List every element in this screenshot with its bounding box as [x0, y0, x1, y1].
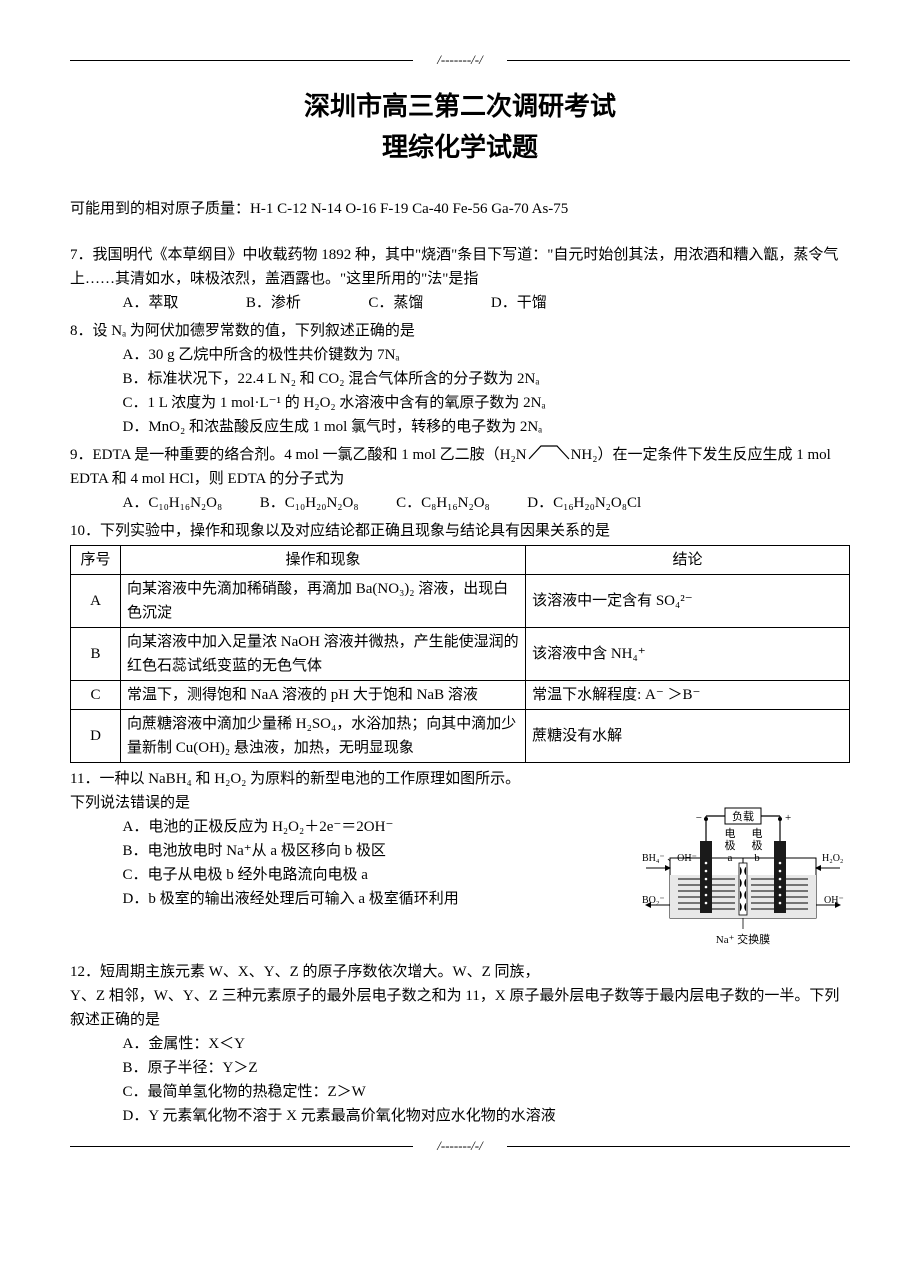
q10-A-sn: A: [71, 574, 121, 627]
question-7: 7．我国明代《本草纲目》中收载药物 1892 种，其中"烧酒"条目下写道："自元…: [70, 243, 850, 315]
q8-opt-D: D．MnO₂ 和浓盐酸反应生成 1 mol 氯气时，转移的电子数为 2Nₐ: [70, 415, 850, 439]
q12-opt-B: B．原子半径：Y＞Z: [70, 1056, 850, 1080]
q12-opt-A: A．金属性：X＜Y: [70, 1032, 850, 1056]
svg-text:−: −: [696, 812, 702, 824]
q10-table: 序号 操作和现象 结论 A 向某溶液中先滴加稀硝酸，再滴加 Ba(NO₃)₂ 溶…: [70, 545, 850, 763]
question-9: 9．EDTA 是一种重要的络合剂。4 mol 一氯乙酸和 1 mol 乙二胺（H…: [70, 443, 850, 515]
q11-opt-C: C．电子从电极 b 经外电路流向电极 a: [70, 863, 634, 887]
q11-opt-B: B．电池放电时 Na⁺从 a 极区移向 b 极区: [70, 839, 634, 863]
q12-stem: 12．短周期主族元素 W、X、Y、Z 的原子序数依次增大。W、Z 同族，: [70, 960, 850, 984]
fig-bh4: BH₄⁻ 、OH⁻: [642, 853, 697, 864]
q9-diamine-l: H₂N: [500, 447, 527, 463]
q7-opt-B: B．渗析: [246, 291, 301, 315]
q10-B-sn: B: [71, 627, 121, 680]
q9-opt-D: D．C₁₆H₂₀N₂O₈Cl: [527, 491, 641, 515]
q9-opt-A: A．C₁₀H₁₆N₂O₈: [123, 491, 223, 515]
fig-load: 负载: [732, 809, 754, 823]
q9-stem-a: 9．EDTA 是一种重要的络合剂。4 mol 一氯乙酸和 1 mol 乙二胺: [70, 447, 485, 463]
divider-text-bottom: /-------/-/: [437, 1138, 482, 1153]
q12-stem2: Y、Z 相邻，W、Y、Z 三种元素原子的最外层电子数之和为 11，X 原子最外层…: [70, 984, 850, 1032]
q7-stem: 7．我国明代《本草纲目》中收载药物 1892 种，其中"烧酒"条目下写道："自元…: [70, 243, 850, 291]
question-11: 11．一种以 NaBH₄ 和 H₂O₂ 为原料的新型电池的工作原理如图所示。 下…: [70, 767, 850, 956]
q10-A-cc: 该溶液中一定含有 SO₄²⁻: [526, 574, 850, 627]
diamine-icon: [527, 443, 571, 461]
q10-C-cc: 常温下水解程度: A⁻ ＞B⁻: [526, 680, 850, 709]
question-10: 10．下列实验中，操作和现象以及对应结论都正确且现象与结论具有因果关系的是 序号…: [70, 519, 850, 763]
svg-text:+: +: [785, 812, 791, 824]
fig-bo2: BO₂⁻: [642, 895, 665, 906]
q8-stem: 8．设 Nₐ 为阿伏加德罗常数的值，下列叙述正确的是: [70, 319, 850, 343]
question-8: 8．设 Nₐ 为阿伏加德罗常数的值，下列叙述正确的是 A．30 g 乙烷中所含的…: [70, 319, 850, 439]
q9-opt-C: C．C₈H₁₆N₂O₈: [396, 491, 490, 515]
q9-opt-B: B．C₁₀H₂₀N₂O₈: [260, 491, 359, 515]
question-12: 12．短周期主族元素 W、X、Y、Z 的原子序数依次增大。W、Z 同族， Y、Z…: [70, 960, 850, 1128]
q8-opt-C: C．1 L 浓度为 1 mol·L⁻¹ 的 H₂O₂ 水溶液中含有的氧原子数为 …: [70, 391, 850, 415]
svg-text:极: 极: [752, 838, 763, 852]
top-divider: /-------/-/: [70, 50, 850, 71]
q8-opt-B: B．标准状况下，22.4 L N₂ 和 CO₂ 混合气体所含的分子数为 2Nₐ: [70, 367, 850, 391]
q10-D-sn: D: [71, 709, 121, 762]
q10-A-op: 向某溶液中先滴加稀硝酸，再滴加 Ba(NO₃)₂ 溶液，出现白色沉淀: [121, 574, 526, 627]
q10-h1: 序号: [71, 545, 121, 574]
fig-h2o2: H₂O₂: [822, 853, 843, 864]
q10-stem: 10．下列实验中，操作和现象以及对应结论都正确且现象与结论具有因果关系的是: [70, 519, 850, 543]
q10-C-op: 常温下，测得饱和 NaA 溶液的 pH 大于饱和 NaB 溶液: [121, 680, 526, 709]
q10-D-cc: 蔗糖没有水解: [526, 709, 850, 762]
atomic-mass-note: 可能用到的相对原子质量：H-1 C-12 N-14 O-16 F-19 Ca-4…: [70, 197, 850, 221]
q7-opt-C: C．蒸馏: [368, 291, 423, 315]
q9-options: A．C₁₀H₁₆N₂O₈ B．C₁₀H₂₀N₂O₈ C．C₈H₁₆N₂O₈ D．…: [70, 491, 850, 515]
q11-sub: 下列说法错误的是: [70, 791, 634, 815]
page-subtitle: 理综化学试题: [70, 127, 850, 169]
fig-oh: OH⁻: [824, 895, 844, 906]
page-title: 深圳市高三第二次调研考试: [70, 86, 850, 128]
q10-h3: 结论: [526, 545, 850, 574]
q7-opt-D: D．干馏: [491, 291, 547, 315]
q11-stem: 11．一种以 NaBH₄ 和 H₂O₂ 为原料的新型电池的工作原理如图所示。: [70, 767, 634, 791]
svg-text:电: 电: [725, 827, 736, 840]
q12-opt-C: C．最简单氢化物的热稳定性：Z＞W: [70, 1080, 850, 1104]
q9-diamine-r: NH₂: [571, 447, 598, 463]
q7-options: A．萃取 B．渗析 C．蒸馏 D．干馏: [70, 291, 850, 315]
q10-D-op: 向蔗糖溶液中滴加少量稀 H₂SO₄，水浴加热；向其中滴加少量新制 Cu(OH)₂…: [121, 709, 526, 762]
q9-stem: 9．EDTA 是一种重要的络合剂。4 mol 一氯乙酸和 1 mol 乙二胺（H…: [70, 443, 850, 491]
fig-membrane: Na⁺ 交换膜: [716, 932, 770, 946]
q10-B-cc: 该溶液中含 NH₄⁺: [526, 627, 850, 680]
q11-opt-D: D．b 极室的输出液经处理后可输入 a 极室循环利用: [70, 887, 634, 911]
svg-text:极: 极: [725, 838, 736, 852]
bottom-divider: /-------/-/: [70, 1136, 850, 1157]
divider-text: /-------/-/: [437, 52, 482, 67]
q10-h2: 操作和现象: [121, 545, 526, 574]
battery-diagram-icon: 负载 − + 电 极 a 电 极 b: [640, 803, 850, 948]
q11-figure: 负载 − + 电 极 a 电 极 b: [640, 803, 850, 956]
q7-opt-A: A．萃取: [123, 291, 179, 315]
q12-opt-D: D．Y 元素氧化物不溶于 X 元素最高价氧化物对应水化物的水溶液: [70, 1104, 850, 1128]
q11-opt-A: A．电池的正极反应为 H₂O₂＋2e⁻＝2OH⁻: [70, 815, 634, 839]
q10-C-sn: C: [71, 680, 121, 709]
q10-B-op: 向某溶液中加入足量浓 NaOH 溶液并微热，产生能使湿润的红色石蕊试纸变蓝的无色…: [121, 627, 526, 680]
svg-text:电: 电: [752, 827, 763, 840]
q8-opt-A: A．30 g 乙烷中所含的极性共价键数为 7Nₐ: [70, 343, 850, 367]
